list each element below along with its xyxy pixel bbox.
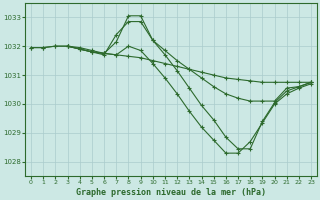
X-axis label: Graphe pression niveau de la mer (hPa): Graphe pression niveau de la mer (hPa) <box>76 188 266 197</box>
